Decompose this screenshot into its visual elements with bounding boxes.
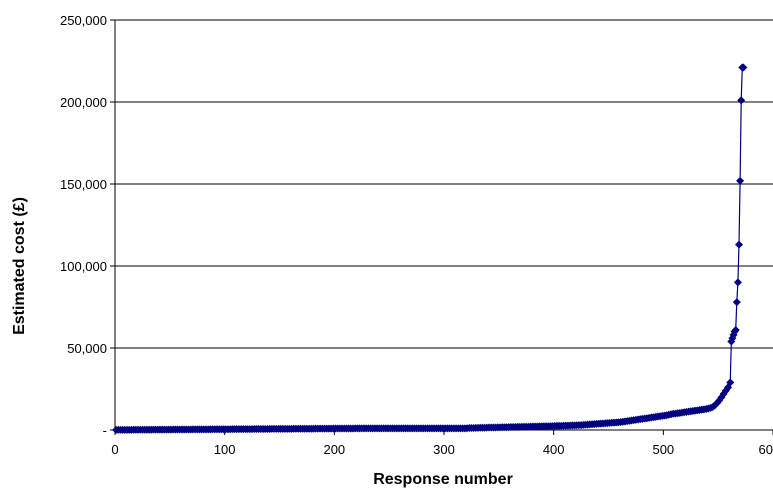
- data-point: [733, 278, 742, 287]
- y-axis-title: Estimated cost (£): [11, 197, 28, 335]
- series: [112, 63, 748, 434]
- data-point: [726, 378, 735, 387]
- x-tick-label: 400: [543, 442, 565, 457]
- data-point: [736, 176, 745, 185]
- x-tick-label: 100: [214, 442, 236, 457]
- series-line: [116, 66, 744, 431]
- data-point: [737, 96, 746, 105]
- y-tick-label: 150,000: [60, 177, 107, 192]
- data-point: [735, 240, 744, 249]
- y-tick-label: 250,000: [60, 13, 107, 28]
- y-tick-label: 100,000: [60, 259, 107, 274]
- x-tick-label: 200: [323, 442, 345, 457]
- data-point: [731, 325, 740, 334]
- x-tick-label: 500: [652, 442, 674, 457]
- x-tick-label: 0: [111, 442, 118, 457]
- data-point: [739, 63, 748, 72]
- x-tick-labels: 0 100 200 300 400 500 60: [111, 442, 773, 457]
- y-tick-label: 200,000: [60, 95, 107, 110]
- x-axis-title: Response number: [373, 471, 513, 488]
- x-tick-label: 60: [759, 442, 773, 457]
- data-point: [732, 298, 741, 307]
- y-tick-label: 50,000: [67, 341, 107, 356]
- y-tick-labels: - 50,000 100,000 150,000 200,000 250,000: [60, 13, 107, 438]
- axes: [110, 19, 773, 435]
- y-tick-label: -: [103, 423, 107, 438]
- gridlines: [115, 19, 773, 349]
- x-tick-label: 300: [433, 442, 455, 457]
